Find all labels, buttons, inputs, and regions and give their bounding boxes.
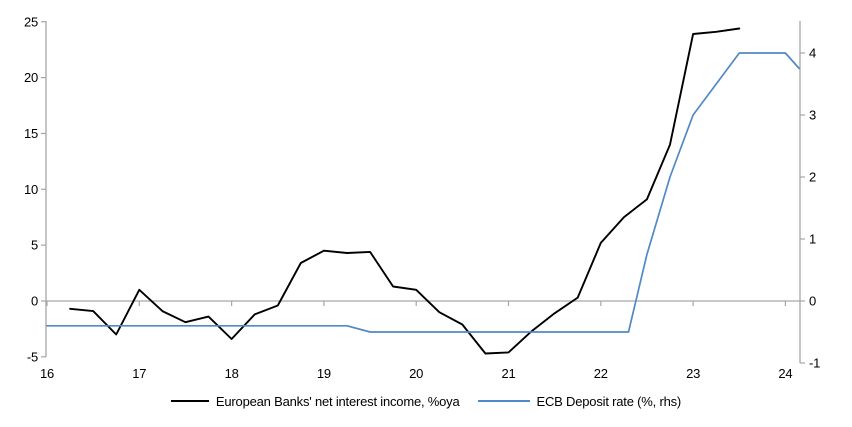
- x-tick-label: 17: [132, 366, 146, 381]
- x-tick-label: 16: [40, 366, 54, 381]
- x-tick-label: 23: [686, 366, 700, 381]
- right-axis-label: 0: [809, 294, 816, 309]
- left-axis-label: -5: [27, 349, 38, 364]
- left-axis-label: 25: [24, 14, 38, 29]
- nii-line: [69, 27, 741, 355]
- x-tick-label: 22: [594, 366, 608, 381]
- nii-legend-label: European Banks' net interest income, %oy…: [215, 393, 460, 409]
- left-axis-label: 20: [24, 70, 38, 85]
- deposit-rate-legend-label: ECB Deposit rate (%, rhs): [536, 393, 682, 409]
- left-axis-label: 10: [24, 182, 38, 197]
- nii-line-swatch: [170, 400, 209, 402]
- legend: European Banks' net interest income, %oy…: [0, 392, 852, 410]
- right-axis-label: 3: [809, 108, 816, 123]
- x-tick-label: 24: [778, 366, 792, 381]
- deposit-rate-line: [46, 52, 801, 333]
- x-tick-label: 18: [225, 366, 239, 381]
- x-tick-label: 20: [409, 366, 423, 381]
- legend-item-deposit-rate: ECB Deposit rate (%, rhs): [477, 393, 682, 409]
- legend-item-nii: European Banks' net interest income, %oy…: [170, 393, 460, 409]
- right-axis-label: 4: [809, 46, 816, 61]
- x-tick-label: 21: [501, 366, 515, 381]
- right-axis-label: 2: [809, 170, 816, 185]
- x-tick-label: 19: [317, 366, 331, 381]
- left-axis-label: 0: [31, 294, 38, 309]
- right-axis-label: -1: [809, 356, 820, 371]
- deposit-rate-line-swatch: [477, 400, 530, 402]
- right-axis-label: 1: [809, 232, 816, 247]
- left-axis-label: 5: [31, 238, 38, 253]
- left-axis-label: 15: [24, 126, 38, 141]
